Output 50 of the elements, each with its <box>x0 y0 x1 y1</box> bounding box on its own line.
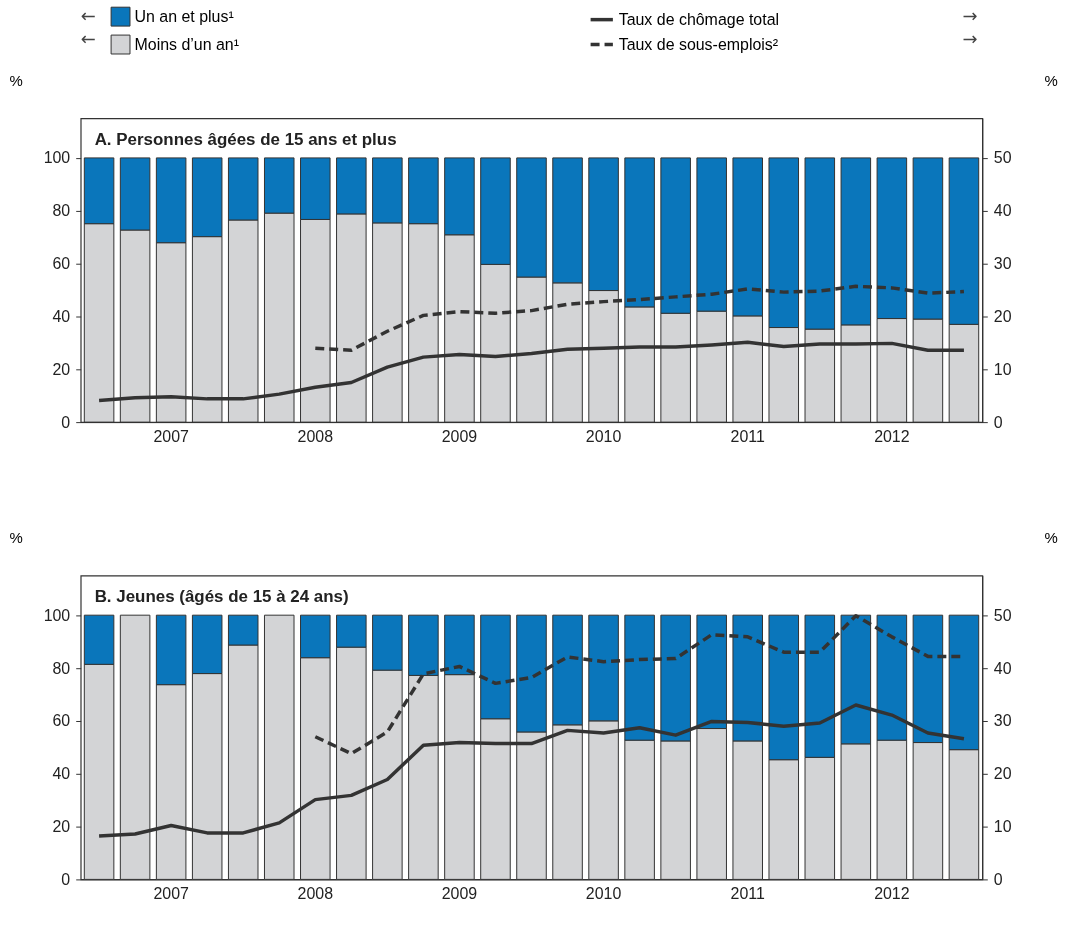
text: ← <box>80 4 96 26</box>
legend-label: Taux de chômage total <box>618 10 780 28</box>
y-tick-label: 40 <box>52 765 71 783</box>
y2-axis-title: % <box>1044 71 1058 89</box>
y-tick-label: 100 <box>43 606 71 624</box>
y2-tick-label: 10 <box>993 360 1012 378</box>
y-axis-title: % <box>9 529 23 547</box>
y-tick-label: 0 <box>61 413 71 431</box>
y2-tick-label: 10 <box>993 818 1012 836</box>
y-tick-label: 20 <box>52 360 71 378</box>
x-tick-label: 2009 <box>441 427 478 445</box>
x-tick-label: 2011 <box>730 884 765 902</box>
x-tick-label: 2012 <box>874 884 910 902</box>
text: A. Personnes âgées de 15 ans et plus <box>94 130 397 150</box>
y-tick-label: 100 <box>43 149 71 167</box>
legend-label: Moins d’un an¹ <box>134 35 240 53</box>
x-tick-label: 2008 <box>297 427 334 445</box>
y2-tick-label: 20 <box>993 765 1012 783</box>
legend-label: Un an et plus¹ <box>134 7 234 25</box>
text: B. Jeunes (âgés de 15 à 24 ans) <box>94 587 349 607</box>
y-tick-label: 60 <box>52 255 71 273</box>
text: → <box>962 27 978 49</box>
x-tick-label: 2010 <box>585 884 622 902</box>
y-tick-label: 40 <box>52 307 71 325</box>
text: → <box>962 4 978 26</box>
y2-tick-label: 30 <box>993 712 1012 730</box>
y2-tick-label: 40 <box>993 659 1012 677</box>
y-tick-label: 80 <box>52 202 71 220</box>
y-axis-title: % <box>9 71 23 89</box>
x-tick-label: 2011 <box>730 427 765 445</box>
x-tick-label: 2007 <box>153 427 189 445</box>
y2-axis-title: % <box>1044 529 1058 547</box>
y-tick-label: 20 <box>52 818 71 836</box>
y-tick-label: 60 <box>52 712 71 730</box>
y-tick-label: 0 <box>61 870 71 888</box>
y2-tick-label: 0 <box>993 413 1003 431</box>
y2-tick-label: 20 <box>993 307 1012 325</box>
x-tick-label: 2012 <box>874 427 910 445</box>
y2-tick-label: 30 <box>993 255 1012 273</box>
x-tick-label: 2010 <box>585 427 622 445</box>
x-tick-label: 2008 <box>297 884 334 902</box>
text: ← <box>80 27 96 49</box>
y2-tick-label: 0 <box>993 870 1003 888</box>
y2-tick-label: 50 <box>993 149 1012 167</box>
legend-label: Taux de sous-emplois² <box>618 35 779 53</box>
y2-tick-label: 50 <box>993 606 1012 624</box>
x-tick-label: 2009 <box>441 884 478 902</box>
x-tick-label: 2007 <box>153 884 189 902</box>
y-tick-label: 80 <box>52 659 71 677</box>
y2-tick-label: 40 <box>993 202 1012 220</box>
